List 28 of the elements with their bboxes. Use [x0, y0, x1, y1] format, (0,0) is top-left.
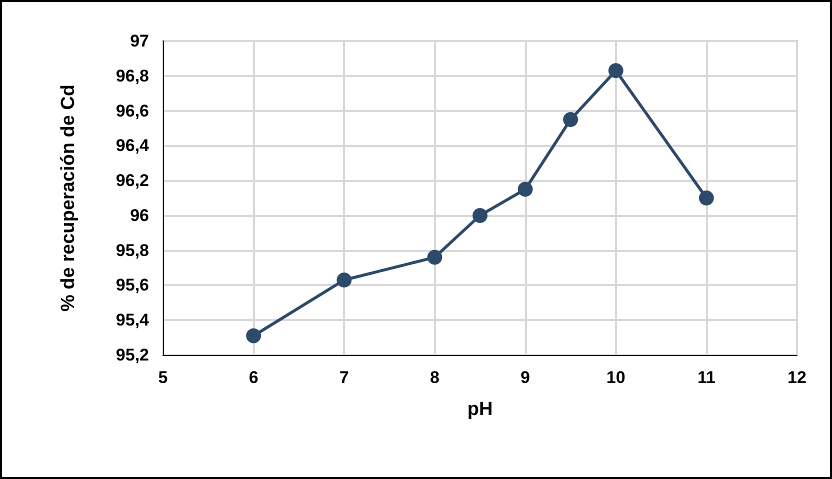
point — [698, 190, 714, 206]
x-axis-title: pH — [467, 399, 493, 420]
x-tick-label: 8 — [430, 368, 440, 387]
x-tick-label: 5 — [158, 368, 168, 387]
y-tick-label: 95,2 — [116, 346, 149, 364]
point — [472, 208, 488, 223]
y-tick-label: 97 — [130, 32, 149, 50]
x-tick-label: 10 — [606, 368, 626, 387]
y-tick-label: 96,4 — [116, 136, 150, 156]
y-tick-label: 95,6 — [116, 276, 149, 295]
x-tick-label: 11 — [697, 368, 716, 387]
point — [246, 328, 262, 344]
y-tick-label: 95,8 — [116, 240, 149, 260]
y-tick-label: 96,8 — [116, 66, 149, 86]
point — [427, 250, 442, 265]
x-tick-label: 12 — [788, 368, 806, 387]
x-tick-label: 7 — [339, 368, 349, 387]
point — [563, 112, 578, 127]
point — [518, 182, 533, 197]
x-tick-label: 6 — [248, 368, 258, 387]
point — [608, 63, 624, 78]
y-axis-title: % de recuperación de Cd — [58, 84, 79, 312]
y-tick-label: 96,2 — [116, 171, 149, 190]
point — [336, 272, 352, 288]
y-tick-label: 95,4 — [116, 310, 150, 330]
x-tick-label: 9 — [520, 368, 530, 387]
y-tick-label: 96 — [130, 206, 149, 225]
y-tick-label: 96,6 — [116, 101, 149, 120]
